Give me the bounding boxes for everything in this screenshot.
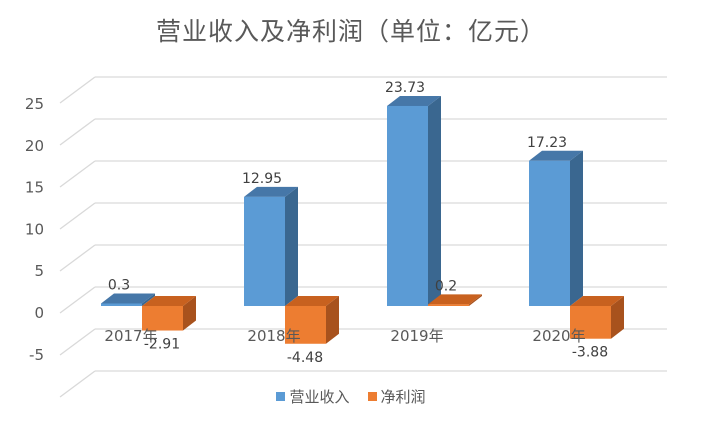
bar-revenue-0[interactable] [101,303,142,306]
chart-title: 营业收入及净利润（单位：亿元） [155,17,546,46]
data-label: -2.91 [144,337,180,353]
bar-net-profit-1[interactable] [285,306,326,344]
legend-label-revenue: 营业收入 [289,388,350,406]
bar-net-profit-3[interactable] [570,306,611,339]
bar-revenue-3[interactable] [529,160,570,306]
y-tick-label: 5 [34,262,44,280]
bar-net-profit-0[interactable] [142,306,183,331]
data-label: 12.95 [242,171,282,187]
y-tick-label: 15 [25,179,44,197]
data-label: 23.73 [385,80,425,96]
legend-swatch-net-profit [367,392,377,401]
data-label: 0.2 [435,278,457,294]
legend-swatch-revenue [276,392,286,401]
data-label: 17.23 [527,135,567,151]
x-category-label: 2018年 [247,327,300,345]
y-tick-label: -5 [29,346,44,364]
bar-revenue-2[interactable] [387,105,428,306]
data-label: -4.48 [287,350,323,366]
y-tick-label: 0 [34,304,44,322]
data-label: -3.88 [572,345,608,361]
y-tick-label: 20 [25,137,44,155]
legend-item-revenue[interactable]: 营业收入 [276,386,350,407]
bar-revenue-1[interactable] [244,196,285,306]
x-category-label: 2019年 [390,327,443,345]
chart-legend: 营业收入 净利润 [0,386,702,407]
x-category-label: 2020年 [532,327,585,345]
y-tick-label: 25 [25,95,44,113]
legend-item-net-profit[interactable]: 净利润 [367,386,426,407]
x-category-label: 2017年 [104,327,157,345]
data-label: 0.3 [108,277,130,293]
y-tick-label: 10 [25,220,44,238]
bar-net-profit-2[interactable] [428,304,469,306]
legend-label-net-profit: 净利润 [380,388,426,406]
